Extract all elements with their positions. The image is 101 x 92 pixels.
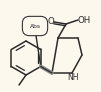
Text: O: O — [47, 17, 54, 26]
Text: OH: OH — [77, 16, 91, 25]
Text: NH: NH — [67, 74, 79, 83]
Text: Abs: Abs — [29, 23, 41, 29]
